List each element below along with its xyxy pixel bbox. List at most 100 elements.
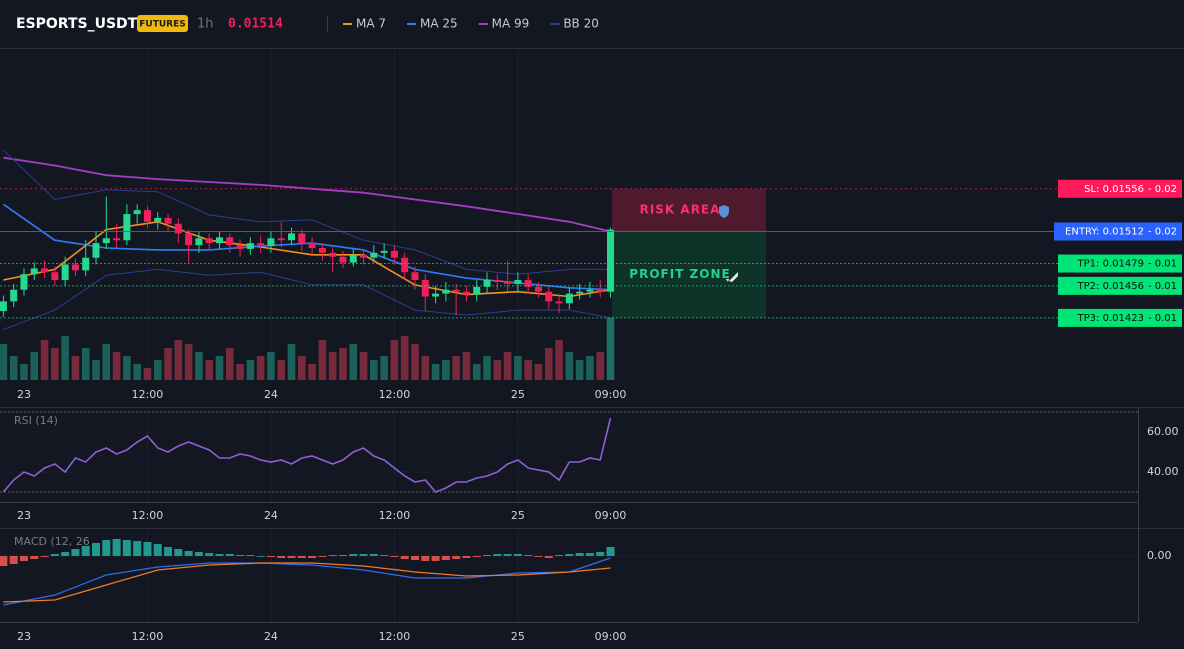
macd-histogram — [184, 551, 193, 556]
macd-histogram — [266, 556, 275, 557]
price-tag — [1058, 254, 1182, 273]
candle-body — [30, 268, 38, 275]
macd-histogram — [215, 554, 224, 556]
volume-bar — [586, 356, 594, 380]
candle-body — [370, 252, 378, 258]
time-label: 12:00 — [132, 630, 164, 643]
candle-body — [20, 274, 28, 290]
y-tick-label: 40.00 — [1147, 465, 1179, 478]
volume-bar — [287, 344, 296, 380]
candle-body — [586, 289, 594, 292]
volume-bar — [246, 360, 255, 380]
candle-body — [514, 280, 522, 284]
volume-bar — [565, 352, 574, 380]
volume-bar — [380, 356, 388, 380]
macd-histogram — [431, 556, 440, 561]
volume-bar — [61, 336, 69, 380]
candle-body — [10, 289, 18, 302]
volume-bar — [359, 352, 368, 380]
zone-label: RISK AREA — [640, 203, 721, 217]
macd-histogram — [133, 541, 142, 556]
macd-histogram — [606, 547, 615, 556]
volume-bar — [514, 356, 522, 380]
macd-histogram — [462, 556, 471, 558]
candle-body — [545, 291, 553, 302]
macd-histogram — [236, 555, 245, 556]
candle-body — [565, 293, 573, 304]
volume-bar — [205, 360, 213, 380]
badge-bg — [137, 15, 188, 32]
volume-bar — [164, 348, 172, 380]
candle-body — [318, 248, 326, 253]
price-tag — [1054, 222, 1182, 241]
macd-histogram — [411, 556, 419, 560]
candle-body — [596, 289, 604, 292]
price-tag-label: ENTRY: 0.01512 — [1065, 227, 1144, 238]
macd-histogram — [472, 556, 481, 557]
macd-histogram — [174, 549, 183, 556]
candle-body — [360, 254, 368, 258]
candle-body — [143, 210, 151, 222]
macd-histogram — [297, 556, 306, 558]
candle-body — [236, 245, 244, 249]
time-label: 24 — [264, 509, 278, 522]
y-tick-label: 60.00 — [1147, 425, 1179, 438]
volume-bar — [370, 360, 378, 380]
macd-histogram — [513, 554, 522, 556]
legend-entry: MA 7 — [356, 17, 386, 31]
badge: FUTURES — [139, 20, 185, 30]
candle-body — [154, 217, 162, 222]
macd-histogram — [81, 546, 90, 556]
time-label: 24 — [264, 630, 278, 643]
candle-body — [329, 252, 337, 257]
volume-bar — [534, 364, 543, 380]
volume-bar — [606, 317, 615, 380]
volume-bar — [503, 352, 512, 380]
macd-histogram — [338, 555, 347, 556]
macd-histogram — [359, 554, 368, 556]
candle-body — [504, 281, 512, 284]
volume-bar — [339, 348, 347, 380]
volume-bar — [349, 344, 358, 380]
volume-bar — [390, 340, 399, 380]
volume-bar — [9, 356, 18, 380]
macd-histogram — [369, 554, 378, 556]
macd-histogram — [71, 549, 80, 556]
time-label: 25 — [511, 630, 525, 643]
volume-bar — [472, 364, 481, 380]
candle-body — [432, 293, 440, 297]
volume-bar — [400, 336, 409, 380]
candle-body — [185, 233, 193, 246]
macd-histogram — [493, 554, 502, 556]
macd-histogram — [246, 555, 255, 556]
symbol[interactable]: ESPORTS_USDT — [16, 16, 138, 32]
rsi-line — [2, 417, 612, 493]
candle-body — [71, 264, 79, 271]
volume-bar — [174, 340, 183, 380]
zone-label: PROFIT ZONE — [629, 267, 730, 281]
candle-body — [41, 268, 49, 273]
candle-body — [462, 291, 470, 295]
time-label: 09:00 — [595, 630, 627, 643]
candle-body — [267, 238, 275, 247]
legend-entry: BB 20 — [563, 17, 599, 31]
macd-histogram — [441, 556, 450, 560]
price-tag-extra: - 0.02 — [1148, 184, 1177, 195]
volume-bar — [236, 364, 244, 380]
price-tag-text: TP2: 0.01456 - 0.01 — [1077, 281, 1177, 292]
macd-histogram — [0, 556, 8, 566]
volume-bar — [328, 352, 337, 380]
interval[interactable]: 1h — [197, 17, 214, 32]
candle-body — [411, 272, 419, 281]
macd-histogram — [524, 555, 533, 556]
macd-histogram — [544, 556, 553, 558]
macd-histogram — [534, 556, 543, 557]
time-label: 23 — [17, 630, 31, 643]
price-tag-extra: - 0.02 — [1148, 227, 1177, 238]
price-tag-label: TP1: 0.01479 — [1077, 259, 1144, 270]
candle-body — [534, 286, 542, 292]
volume-bar — [318, 340, 327, 380]
volume-bar — [133, 364, 141, 380]
volume-bar — [267, 352, 275, 380]
macd-histogram — [596, 552, 605, 556]
